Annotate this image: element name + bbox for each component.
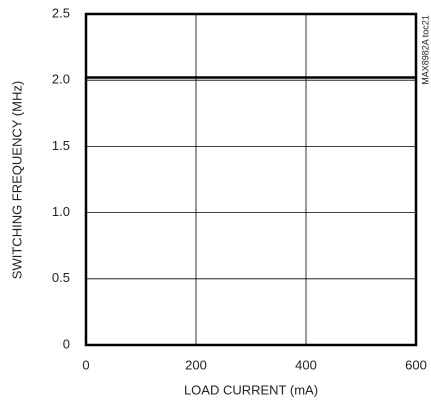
y-tick-label: 0.5 — [52, 270, 70, 285]
x-axis-label: LOAD CURRENT (mA) — [184, 382, 318, 397]
y-axis-label: SWITCHING FREQUENCY (MHz) — [9, 81, 24, 279]
annotation: MAX8982A toc21 — [420, 15, 430, 85]
y-tick-label: 1.0 — [52, 204, 70, 219]
plot-frame — [84, 12, 418, 347]
y-tick-label: 1.5 — [52, 138, 70, 153]
y-tick-label: 2.0 — [52, 72, 70, 87]
y-tick-label: 0 — [63, 336, 70, 351]
x-tick-label: 400 — [295, 357, 317, 372]
x-tick-label: 0 — [82, 357, 89, 372]
x-tick-label: 200 — [185, 357, 207, 372]
y-tick-label: 2.5 — [52, 5, 70, 20]
x-tick-label: 600 — [405, 357, 427, 372]
